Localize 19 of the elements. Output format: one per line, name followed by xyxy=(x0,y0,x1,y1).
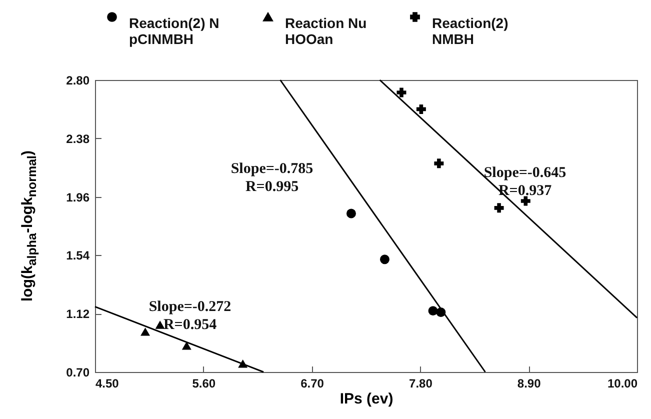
annotation: Slope=-0.785 R=0.995 xyxy=(230,161,314,195)
x-tick-label: 10.00 xyxy=(607,376,638,390)
y-tick-label: 0.70 xyxy=(66,366,90,380)
y-tick-label: 2.80 xyxy=(66,74,90,88)
x-tick-label: 8.90 xyxy=(517,376,542,390)
x-tick-label: 5.60 xyxy=(192,376,216,390)
y-tick-label: 1.96 xyxy=(66,190,90,204)
y-tick-label: 1.54 xyxy=(66,248,90,263)
legend-label: Reaction(2) NMBH xyxy=(432,15,508,47)
y-tick-label: 2.38 xyxy=(66,132,90,146)
x-tick-label: 4.50 xyxy=(96,376,120,390)
y-tick-label: 1.12 xyxy=(66,307,90,322)
annotation: Slope=-0.272 R=0.954 xyxy=(148,299,232,333)
x-axis-title: IPs (ev) xyxy=(340,390,394,408)
legend-label: Reaction Nu HOOan xyxy=(285,15,367,47)
x-tick-label: 7.80 xyxy=(409,376,433,390)
annotation: Slope=-0.645 R=0.937 xyxy=(484,165,566,199)
legend-label: Reaction(2) N pCINMBH xyxy=(129,15,220,47)
x-tick-label: 6.70 xyxy=(300,376,324,390)
